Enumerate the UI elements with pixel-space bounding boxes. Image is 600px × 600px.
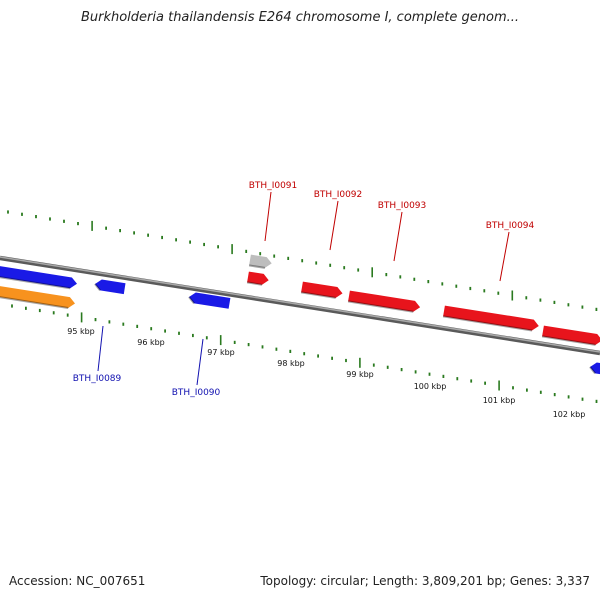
gene-bth-i0091	[246, 271, 269, 286]
gene-bth-i0088-body	[0, 266, 77, 289]
position-label-100kbp: 100 kbp	[414, 382, 447, 391]
gene-bth-i0089	[94, 279, 126, 295]
gene-bth-i0095-edge	[589, 366, 596, 375]
gene-bth-i0094	[442, 305, 539, 332]
gene-gray-feature-edge	[248, 264, 266, 269]
topology-summary-text: Topology: circular; Length: 3,809,201 bp…	[260, 574, 590, 588]
outer-tick-track	[7, 210, 598, 311]
gene-bth-i0089-edge	[94, 283, 101, 292]
gene-bth-i0091-edge	[246, 281, 263, 286]
gene-bth-i0095-forward	[541, 325, 600, 346]
gene-orange	[0, 286, 75, 309]
position-labels: 95 kbp 96 kbp 97 kbp 98 kbp 99 kbp 100 k…	[67, 327, 585, 419]
position-label-96kbp: 96 kbp	[137, 338, 165, 347]
gene-bth-i0088	[0, 266, 77, 290]
position-label-97kbp: 97 kbp	[207, 348, 235, 357]
leader-bth-i0090	[196, 338, 204, 386]
leader-bth-i0089	[97, 325, 104, 372]
gene-features	[0, 254, 600, 375]
position-label-101kbp: 101 kbp	[483, 396, 516, 405]
gene-bth-i0091-body	[247, 271, 269, 285]
gene-bth-i0093-edge	[347, 300, 414, 313]
gene-label-bth-i0091[interactable]: BTH_I0091	[249, 181, 298, 191]
gene-bth-i0089-body	[95, 279, 126, 295]
gene-bth-i0094-edge	[442, 315, 533, 332]
gene-bth-i0090-body	[189, 292, 231, 309]
gene-bth-i0095-forward-body	[542, 325, 600, 345]
position-label-98kbp: 98 kbp	[277, 359, 305, 368]
gene-bth-i0094-body	[443, 305, 539, 331]
gene-label-bth-i0092[interactable]: BTH_I0092	[314, 190, 363, 200]
gene-orange-edge	[0, 296, 69, 309]
gene-bth-i0090-edge	[188, 296, 195, 305]
leader-bth-i0092	[329, 200, 339, 251]
gene-gray-feature	[248, 254, 272, 269]
gene-bth-i0095-body	[590, 362, 600, 375]
accession-text: Accession: NC_007651	[9, 574, 146, 588]
gene-orange-body	[0, 286, 75, 308]
gene-bth-i0093	[347, 290, 421, 313]
position-label-102kbp: 102 kbp	[553, 410, 586, 419]
gene-labels: BTH_I0091 BTH_I0092 BTH_I0093 BTH_I0094 …	[73, 181, 535, 398]
gene-bth-i0093-body	[348, 290, 421, 312]
leader-bth-i0094	[499, 231, 510, 282]
map-title: Burkholderia thailandensis E264 chromoso…	[80, 10, 520, 25]
gene-label-bth-i0090[interactable]: BTH_I0090	[172, 388, 221, 398]
chromosome-backbone	[0, 255, 600, 356]
gene-bth-i0092-body	[301, 281, 343, 298]
gene-bth-i0090	[188, 292, 231, 309]
leader-bth-i0093	[393, 211, 403, 262]
gene-label-leaders	[97, 191, 510, 386]
gene-label-bth-i0093[interactable]: BTH_I0093	[378, 201, 427, 211]
inner-tick-track	[11, 304, 598, 403]
position-label-99kbp: 99 kbp	[346, 370, 374, 379]
gene-bth-i0088-edge	[0, 276, 71, 290]
gene-bth-i0095	[589, 362, 600, 375]
leader-bth-i0091	[264, 191, 272, 242]
gene-gray-feature-body	[249, 254, 272, 268]
position-label-95kbp: 95 kbp	[67, 327, 95, 336]
gene-label-bth-i0089[interactable]: BTH_I0089	[73, 374, 122, 384]
gene-bth-i0092-edge	[300, 291, 336, 299]
gene-label-bth-i0094[interactable]: BTH_I0094	[486, 221, 535, 231]
gene-bth-i0092	[300, 281, 343, 299]
gene-bth-i0095-forward-edge	[541, 335, 596, 346]
